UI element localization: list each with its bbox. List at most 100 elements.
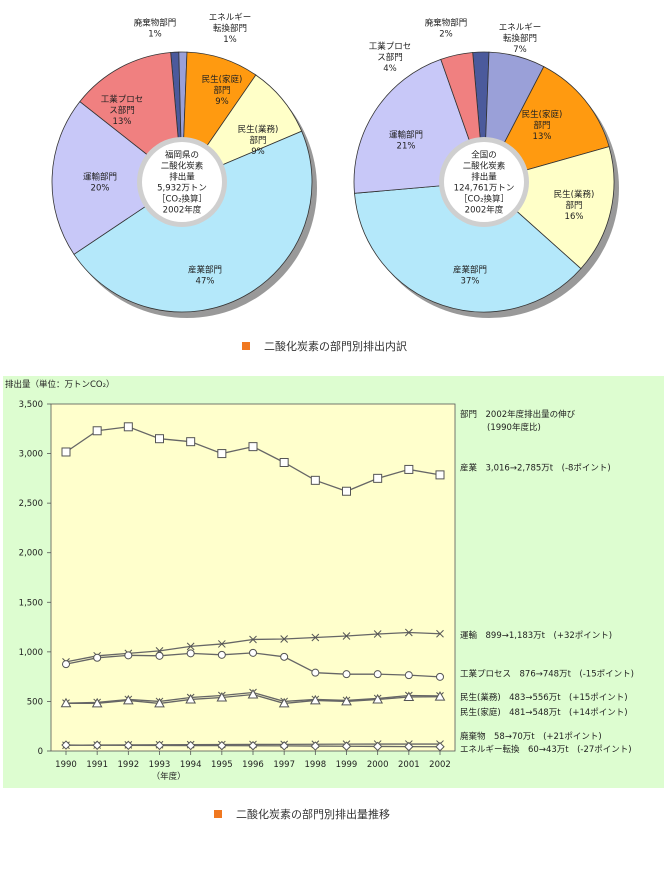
data-point	[341, 741, 352, 751]
data-point	[92, 426, 102, 436]
series-circle	[62, 648, 444, 681]
x-tick-label: 2002	[429, 760, 451, 770]
data-point	[404, 628, 413, 637]
data-point	[341, 695, 352, 706]
data-point	[280, 635, 289, 643]
annotation-label: (1990年度比)	[487, 422, 541, 433]
data-point	[154, 697, 165, 708]
x-tick-label: 1997	[273, 760, 295, 770]
pie-caption-text: 二酸化炭素の部門別排出内訳	[264, 340, 407, 353]
y-tick-label: 2,500	[19, 499, 43, 509]
y-tick-label: 0	[38, 747, 43, 757]
data-point	[62, 660, 70, 669]
data-point	[435, 742, 445, 752]
data-point	[436, 672, 444, 681]
data-point	[122, 694, 134, 705]
data-point	[216, 691, 228, 702]
pie-center-hole	[142, 142, 222, 222]
pie-slice-label: 産業部門 47%	[188, 265, 222, 287]
pie-slice-label: 民生(家庭)部門 9%	[202, 74, 243, 107]
data-point	[373, 670, 382, 679]
data-point	[309, 694, 321, 705]
annotation-label: 産業 3,016→2,785万t (-8ポイント)	[460, 462, 611, 473]
data-point	[248, 741, 258, 751]
fukuoka-pie-chart: 福岡県の二酸化炭素排出量 5,932万トン［CO₂換算］ 2002年度 廃棄物部門 1%…	[51, 13, 317, 318]
x-tick-label: 1996	[242, 760, 264, 770]
x-tick-label: 1992	[118, 760, 140, 770]
series-triangle	[60, 688, 446, 708]
data-point	[373, 473, 383, 483]
data-point	[372, 693, 384, 704]
pie-slice-label: 廃棄物部門 2%	[425, 18, 468, 40]
pie-charts: 福岡県の二酸化炭素排出量 5,932万トン［CO₂換算］ 2002年度 廃棄物部門 1%…	[51, 13, 619, 318]
pie-slice-label: エネルギー転換部門 1%	[209, 13, 252, 45]
data-point	[435, 470, 445, 480]
data-point	[373, 630, 382, 638]
annotation-label: 部門 2002年度排出量の伸び	[460, 409, 576, 420]
data-point	[217, 640, 226, 648]
data-point	[404, 671, 413, 680]
data-point	[124, 651, 133, 660]
data-point	[185, 740, 196, 751]
x-axis-label: （年度）	[152, 771, 186, 782]
data-point	[280, 652, 289, 661]
line-caption: 二酸化炭素の部門別排出量推移	[214, 806, 390, 822]
series-square	[61, 422, 445, 496]
annotation-label: エネルギー転換 60→43万t (-27ポイント)	[460, 744, 632, 755]
annotation-label: 民生(業務) 483→556万t (+15ポイント)	[460, 692, 628, 703]
y-tick-label: 500	[27, 697, 43, 707]
pie-center-hole	[444, 142, 524, 222]
data-point	[342, 632, 351, 640]
data-point	[342, 486, 351, 496]
data-point	[310, 475, 320, 485]
x-tick-label: 1990	[55, 760, 77, 770]
data-point	[60, 697, 72, 708]
caption-bullet-icon	[242, 342, 250, 350]
data-point	[155, 651, 164, 660]
annotation-label: 工業プロセス 876→748万t (-15ポイント)	[460, 669, 634, 680]
data-point	[372, 741, 383, 752]
data-point	[403, 691, 415, 701]
data-point	[249, 648, 257, 657]
x-tick-label: 2001	[398, 760, 420, 770]
series-diamond	[61, 740, 445, 752]
data-point	[123, 740, 134, 751]
annotation-label: 廃棄物 58→70万t (+21ポイント)	[460, 731, 602, 742]
caption-bullet-icon	[214, 810, 222, 818]
pie-slice-label: 工業プロセス部門 13%	[101, 94, 144, 127]
plot-area	[50, 403, 456, 752]
pie-center-label: 全国の二酸化炭素排出量 124,761万トン［CO₂換算］ 2002年度	[454, 150, 515, 216]
x-tick-label: 2000	[367, 760, 389, 770]
x-tick-label: 1998	[305, 760, 327, 770]
y-tick-label: 1,500	[19, 598, 43, 608]
y-tick-label: 1,000	[19, 648, 43, 658]
data-point	[247, 688, 259, 699]
data-point	[186, 437, 196, 447]
data-point	[310, 741, 321, 751]
data-point	[154, 740, 165, 751]
data-point	[434, 691, 446, 701]
x-tick-label: 1999	[336, 760, 358, 770]
data-point	[61, 740, 71, 750]
x-tick-label: 1993	[149, 760, 171, 770]
data-point	[436, 629, 444, 638]
data-point	[248, 442, 258, 452]
data-point	[61, 447, 71, 457]
data-point	[155, 434, 164, 444]
data-point	[91, 697, 103, 708]
y-tick-label: 3,000	[19, 450, 43, 460]
pie-slice-label: 民生(業務)部門 16%	[554, 189, 595, 222]
data-point	[311, 633, 320, 642]
pie-slice-label: 運輸部門 21%	[389, 130, 423, 152]
pie-slice	[51, 101, 183, 255]
x-tick-label: 1991	[86, 760, 108, 770]
line-chart: 排出量（単位：万トンCO₂） 0 500 1,000 1,500 2,000 2,500 3,…	[5, 379, 634, 782]
line-chart-panel: 排出量（単位：万トンCO₂） 0 500 1,000 1,500 2,000 2,500 3,…	[3, 376, 664, 788]
pie-center-label: 福岡県の二酸化炭素排出量 5,932万トン［CO₂換算］ 2002年度	[157, 150, 207, 216]
pie-caption: 二酸化炭素の部門別排出内訳	[242, 338, 407, 354]
data-point	[342, 670, 351, 679]
data-point	[279, 741, 289, 751]
data-point	[217, 740, 227, 751]
pie-slice-label: 工業プロセス部門 4%	[369, 41, 412, 74]
data-point	[311, 668, 320, 677]
